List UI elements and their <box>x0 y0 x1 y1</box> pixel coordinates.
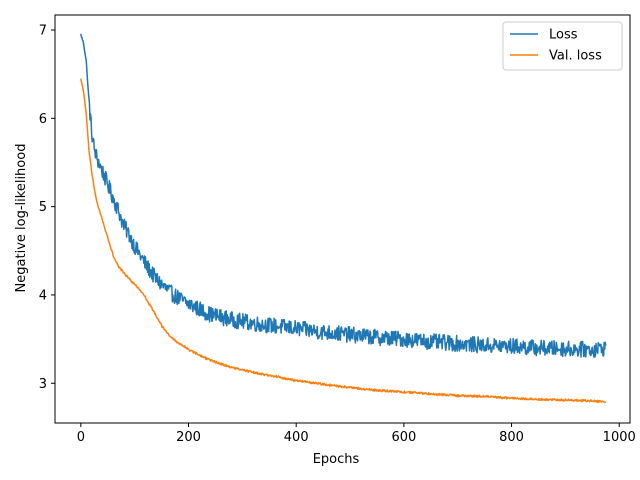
x-tick-label: 400 <box>284 430 309 445</box>
y-tick-label: 5 <box>39 200 47 215</box>
legend-label-val-loss: Val. loss <box>549 49 602 64</box>
y-tick-label: 4 <box>39 288 47 303</box>
plot-frame <box>54 14 631 424</box>
series-line-loss <box>80 33 607 358</box>
x-axis: 0 200 400 600 800 1000 <box>77 423 636 445</box>
x-tick-label: 0 <box>77 430 85 445</box>
series-line-val-loss <box>80 78 607 404</box>
y-axis-label: Negative log-likelihood <box>14 144 29 293</box>
x-tick-label: 1000 <box>603 430 636 445</box>
x-tick-label: 600 <box>391 430 416 445</box>
y-tick-label: 6 <box>39 112 47 127</box>
y-tick-label: 3 <box>39 377 47 392</box>
x-axis-label: Epochs <box>313 452 360 467</box>
plot-lines <box>80 33 607 404</box>
x-tick-label: 800 <box>499 430 524 445</box>
legend: Loss Val. loss <box>502 21 623 71</box>
y-axis: 3 4 5 6 7 <box>39 24 55 392</box>
x-tick-label: 200 <box>176 430 201 445</box>
legend-label-loss: Loss <box>549 28 578 43</box>
y-tick-label: 7 <box>39 24 47 39</box>
